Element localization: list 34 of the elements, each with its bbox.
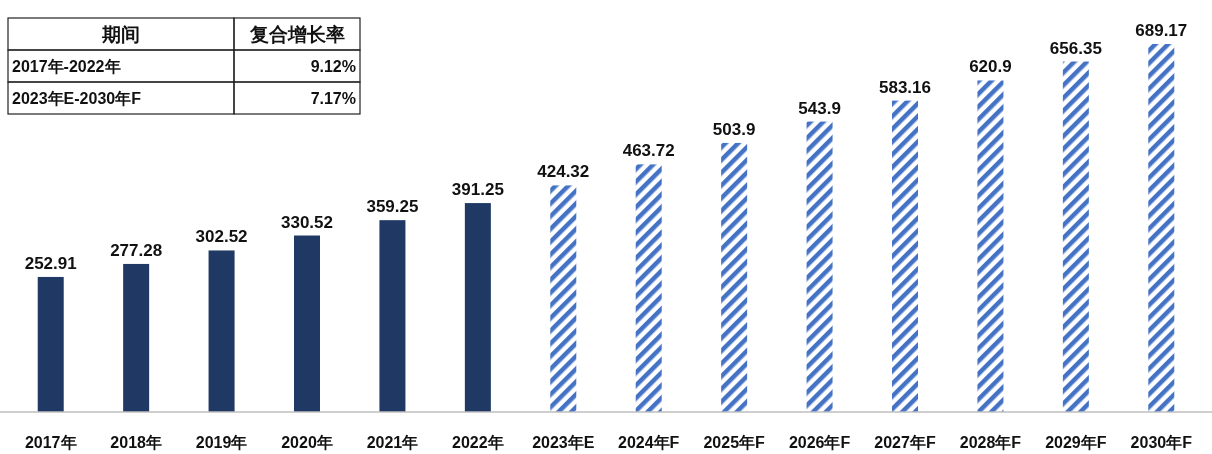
data-label: 656.35 (1049, 38, 1102, 58)
data-label: 583.16 (879, 77, 931, 97)
annotation: 2023年E-2030年F (12, 90, 142, 107)
data-label: 424.32 (537, 162, 590, 182)
x-tick-label: 2017年 (24, 434, 77, 451)
data-label: 359.25 (366, 197, 419, 217)
data-label: 252.91 (24, 253, 77, 273)
x-tick-label: 2019年 (195, 434, 248, 451)
x-tick-label: 2026年F (788, 434, 851, 451)
x-tick-label: 2018年 (110, 434, 162, 451)
data-label: 302.52 (195, 227, 248, 247)
annotation: 9.12% (310, 58, 356, 75)
data-label: 330.52 (281, 212, 333, 232)
x-tick-label: 2024年F (618, 434, 680, 451)
data-label: 277.28 (110, 240, 163, 260)
data-label: 689.17 (1135, 21, 1188, 40)
annotation: 复合增长率 (248, 24, 345, 45)
x-tick-label: 2025年F (703, 434, 766, 451)
data-label: 543.9 (798, 98, 841, 118)
x-tick-label: 2021年 (366, 434, 419, 451)
x-tick-label: 2029年F (1045, 434, 1107, 451)
annotation: 2017年-2022年 (12, 58, 121, 75)
data-label: 391.25 (451, 180, 504, 200)
data-label: 620.9 (969, 57, 1012, 77)
annotation: 期间 (101, 24, 140, 45)
data-label: 503.9 (712, 119, 756, 139)
data-label: 463.72 (622, 141, 675, 161)
x-tick-label: 2027年F (874, 434, 936, 451)
x-tick-label: 2023年E (532, 434, 595, 451)
x-tick-label: 2022年 (452, 434, 504, 451)
annotation: 7.17% (310, 90, 356, 107)
x-tick-label: 2028年F (959, 434, 1022, 451)
x-tick-label: 2020年 (281, 434, 333, 451)
x-tick-label: 2030年F (1130, 434, 1193, 451)
